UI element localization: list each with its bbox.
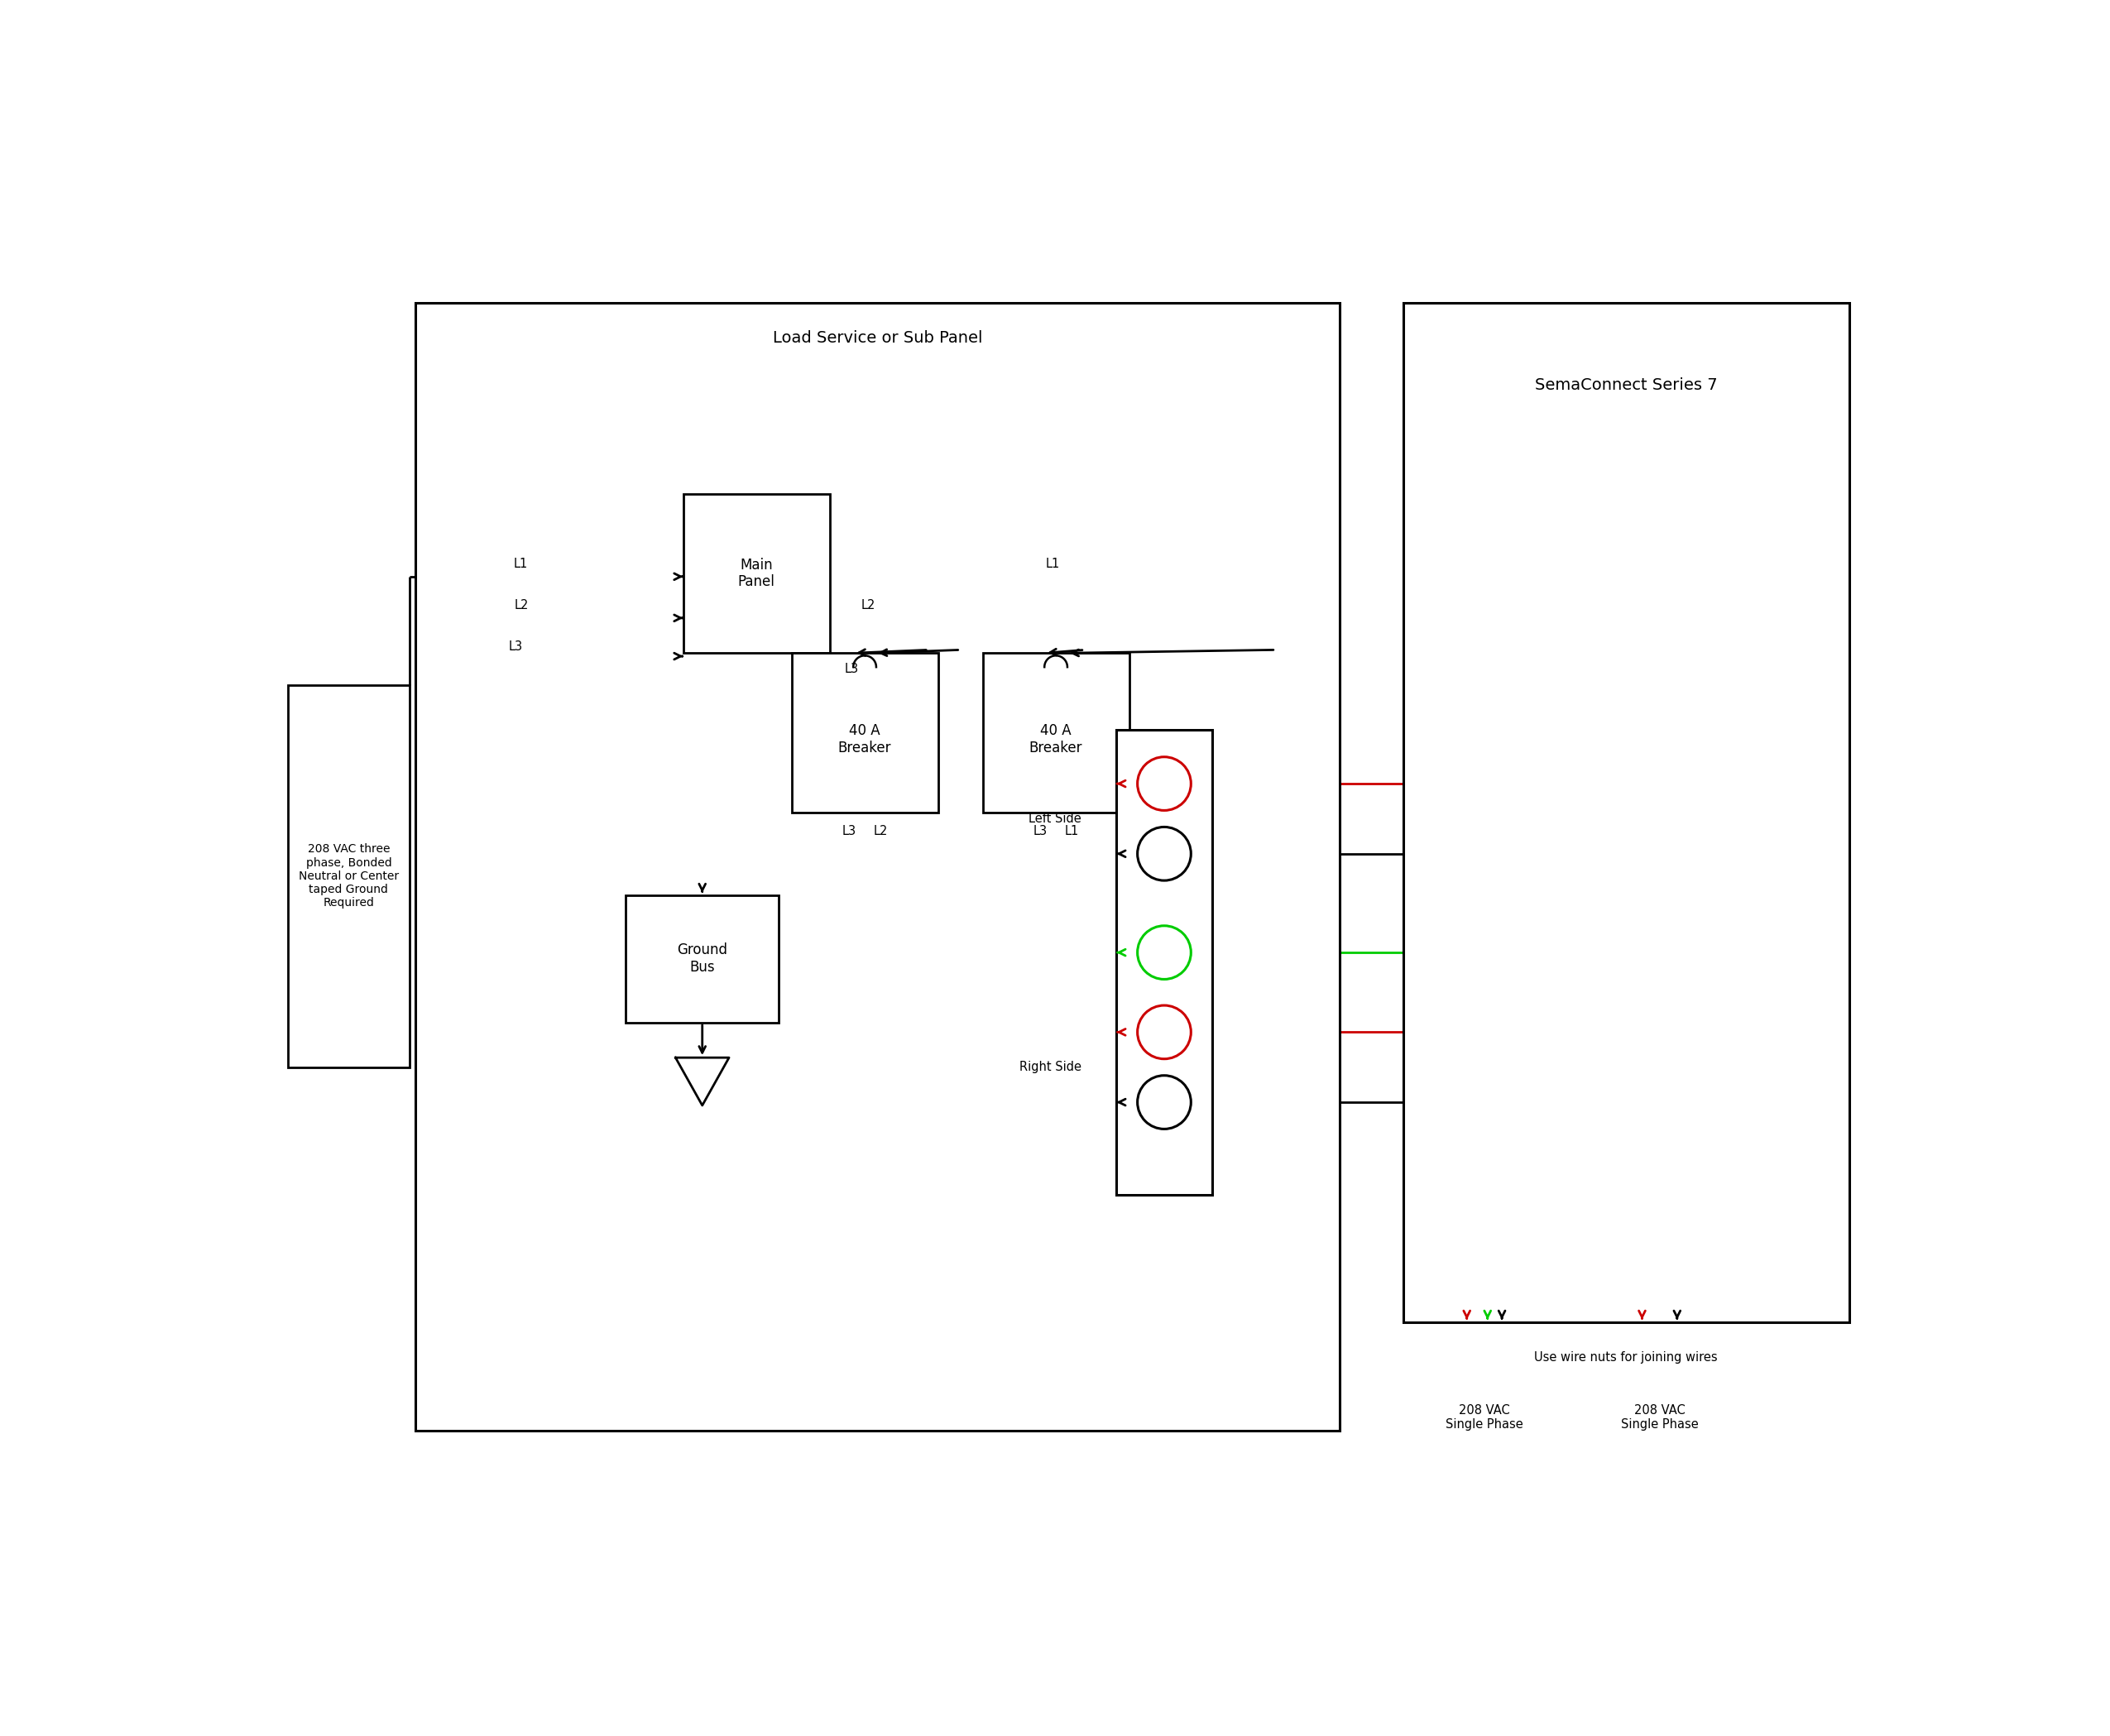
Text: Load Service or Sub Panel: Load Service or Sub Panel <box>772 330 983 345</box>
Text: L1: L1 <box>1047 557 1059 569</box>
Text: L1: L1 <box>1066 825 1078 838</box>
Bar <box>983 653 1129 812</box>
Text: Ground
Bus: Ground Bus <box>677 943 728 976</box>
Text: L2: L2 <box>515 599 528 611</box>
Text: 208 VAC three
phase, Bonded
Neutral or Center
taped Ground
Required: 208 VAC three phase, Bonded Neutral or C… <box>298 844 399 908</box>
Bar <box>791 653 939 812</box>
Text: L3: L3 <box>509 641 523 653</box>
Text: 208 VAC
Single Phase: 208 VAC Single Phase <box>1445 1404 1523 1430</box>
Text: L2: L2 <box>861 599 876 611</box>
Bar <box>1403 302 1848 1323</box>
Bar <box>627 896 779 1023</box>
Text: L3: L3 <box>842 825 857 838</box>
Text: Left Side: Left Side <box>1030 812 1080 825</box>
Bar <box>289 686 409 1068</box>
Text: L3: L3 <box>1034 825 1047 838</box>
Bar <box>1116 729 1211 1194</box>
Text: Right Side: Right Side <box>1019 1061 1080 1073</box>
Text: L1: L1 <box>513 557 528 569</box>
Text: L2: L2 <box>874 825 888 838</box>
Text: 40 A
Breaker: 40 A Breaker <box>1030 722 1082 755</box>
Text: SemaConnect Series 7: SemaConnect Series 7 <box>1534 378 1718 394</box>
Text: 208 VAC
Single Phase: 208 VAC Single Phase <box>1620 1404 1699 1430</box>
Text: Main
Panel: Main Panel <box>738 557 774 590</box>
Text: L3: L3 <box>844 663 859 675</box>
Bar <box>416 302 1340 1430</box>
Text: Use wire nuts for joining wires: Use wire nuts for joining wires <box>1534 1351 1718 1363</box>
Bar <box>684 493 829 653</box>
Text: 40 A
Breaker: 40 A Breaker <box>838 722 890 755</box>
